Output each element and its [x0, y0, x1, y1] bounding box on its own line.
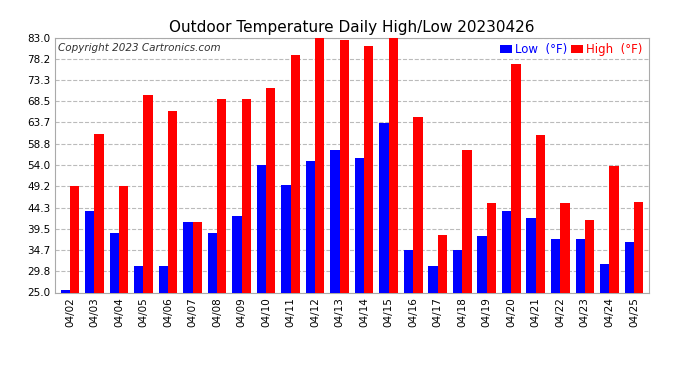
Bar	[290, 55, 300, 292]
Bar	[134, 266, 144, 292]
Bar	[388, 38, 398, 292]
Bar	[477, 236, 486, 292]
Legend: Low  (°F), High  (°F): Low (°F), High (°F)	[500, 44, 642, 56]
Bar	[70, 186, 79, 292]
Text: Copyright 2023 Cartronics.com: Copyright 2023 Cartronics.com	[58, 43, 221, 52]
Bar	[437, 236, 447, 292]
Bar	[634, 202, 643, 292]
Bar	[257, 165, 266, 292]
Bar	[233, 216, 241, 292]
Title: Outdoor Temperature Daily High/Low 20230426: Outdoor Temperature Daily High/Low 20230…	[169, 20, 535, 35]
Bar	[486, 203, 496, 292]
Bar	[217, 99, 226, 292]
Bar	[95, 134, 103, 292]
Bar	[364, 46, 373, 292]
Bar	[624, 242, 634, 292]
Bar	[241, 99, 251, 292]
Bar	[380, 123, 388, 292]
Bar	[413, 117, 422, 292]
Bar	[404, 250, 413, 292]
Bar	[526, 218, 536, 292]
Bar	[339, 40, 349, 292]
Bar	[159, 266, 168, 292]
Bar	[609, 166, 619, 292]
Bar	[428, 266, 437, 292]
Bar	[184, 222, 193, 292]
Bar	[85, 211, 95, 292]
Bar	[575, 239, 585, 292]
Bar	[266, 88, 275, 292]
Bar	[536, 135, 545, 292]
Bar	[511, 64, 520, 292]
Bar	[306, 160, 315, 292]
Bar	[585, 220, 594, 292]
Bar	[560, 203, 570, 292]
Bar	[355, 158, 364, 292]
Bar	[168, 111, 177, 292]
Bar	[193, 222, 202, 292]
Bar	[208, 233, 217, 292]
Bar	[144, 94, 152, 292]
Bar	[462, 150, 471, 292]
Bar	[315, 38, 324, 292]
Bar	[61, 290, 70, 292]
Bar	[453, 250, 462, 292]
Bar	[331, 150, 339, 292]
Bar	[282, 185, 290, 292]
Bar	[119, 186, 128, 292]
Bar	[600, 264, 609, 292]
Bar	[110, 233, 119, 292]
Bar	[551, 239, 560, 292]
Bar	[502, 211, 511, 292]
